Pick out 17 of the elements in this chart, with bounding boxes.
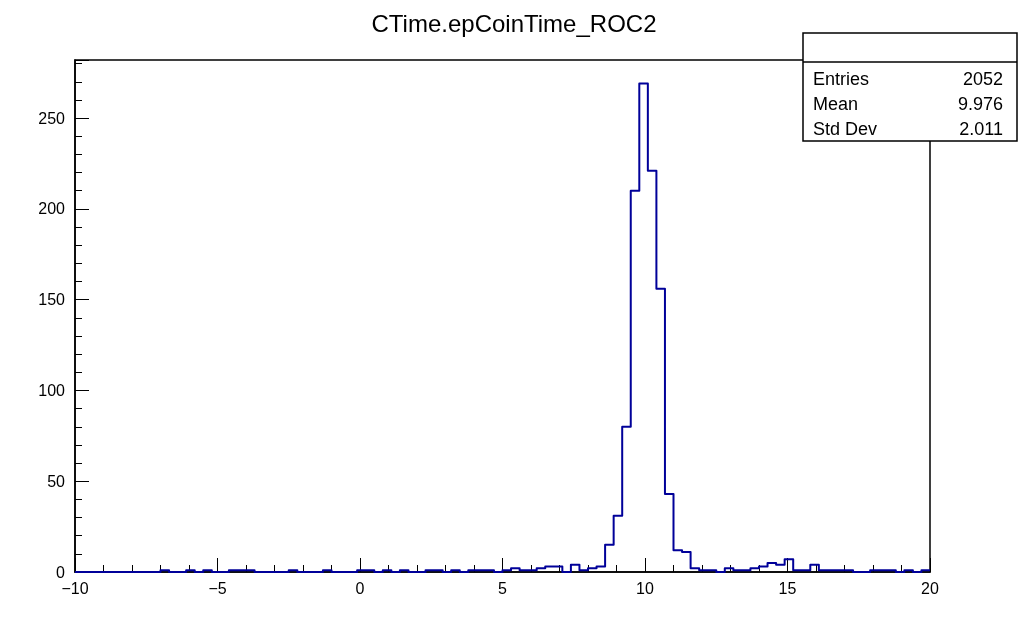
- y-tick-label: 150: [38, 291, 66, 309]
- text: Std Dev 2.011: [813, 118, 1003, 139]
- y-tick-label: 250: [38, 109, 66, 127]
- x-tick-label: 20: [921, 579, 939, 597]
- x-tick-label: 0: [355, 579, 365, 597]
- y-tick-label: 50: [47, 472, 66, 490]
- y-tick-label: 200: [38, 200, 66, 218]
- x-tick-label: 10: [636, 579, 654, 597]
- x-tick-label: −10: [61, 579, 89, 597]
- y-tick-label: 100: [38, 381, 66, 399]
- x-tick-label: −5: [208, 579, 227, 597]
- x-tick-label: 15: [778, 579, 797, 597]
- y-tick-label: 0: [56, 563, 66, 581]
- text: Mean 9.976: [813, 93, 1003, 114]
- x-tick-label: 5: [498, 579, 508, 597]
- text: Entries 2052: [813, 68, 1003, 89]
- chart-title: CTime.epCoinTime_ROC2: [371, 9, 657, 37]
